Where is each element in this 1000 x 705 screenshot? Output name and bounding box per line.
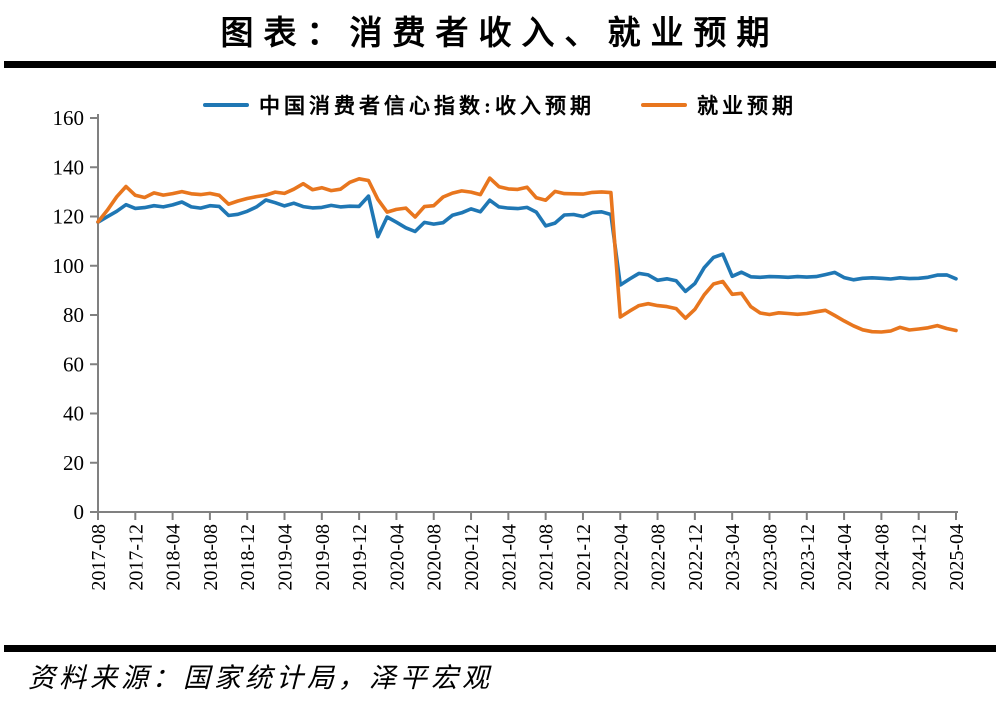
y-tick-label: 0	[74, 500, 85, 524]
x-tick-label: 2019-12	[349, 524, 371, 591]
y-tick-label: 120	[53, 205, 85, 229]
x-tick-label: 2022-08	[648, 524, 670, 591]
employment-line-swatch-icon	[641, 103, 687, 107]
y-tick-label: 80	[63, 303, 84, 327]
x-tick-label: 2021-08	[536, 524, 558, 591]
legend-label-income: 中国消费者信心指数:收入预期	[259, 94, 595, 118]
x-tick-label: 2017-12	[125, 524, 147, 591]
x-tick-label: 2021-12	[573, 524, 595, 591]
income-line-swatch-icon	[203, 103, 249, 107]
line-chart: 0 20 40 60 80 100 120 140 160 2017-08 2017-12 2018-…	[53, 106, 969, 591]
x-tick-label: 2018-04	[163, 524, 185, 591]
x-tick-label: 2018-08	[200, 524, 222, 591]
axes	[90, 114, 958, 520]
series-line-income	[96, 194, 958, 294]
x-tick-label: 2023-04	[722, 524, 744, 591]
bottom-rule	[4, 645, 996, 652]
x-tick-label: 2020-04	[386, 524, 408, 591]
y-tick-label: 20	[63, 451, 84, 475]
x-tick-label: 2020-12	[461, 524, 483, 591]
x-tick-label: 2020-08	[424, 524, 446, 591]
x-tick-label: 2017-08	[88, 524, 110, 591]
top-rule	[4, 61, 996, 68]
x-tick-label: 2021-04	[498, 524, 520, 591]
legend-label-employment: 就业预期	[697, 94, 797, 118]
x-tick-label: 2019-08	[312, 524, 334, 591]
y-tick-label: 160	[53, 106, 85, 130]
source-note: 资料来源：国家统计局，泽平宏观	[28, 663, 493, 693]
y-tick-label: 60	[63, 352, 84, 376]
x-tick-label: 2022-04	[610, 524, 632, 591]
x-tick-label: 2024-12	[909, 524, 931, 591]
x-tick-label: 2018-12	[237, 524, 259, 591]
y-tick-label: 140	[53, 155, 85, 179]
chart-legend: 中国消费者信心指数:收入预期 就业预期	[0, 90, 1000, 120]
x-tick-label: 2019-04	[275, 524, 297, 591]
x-tick-label: 2025-04	[946, 524, 968, 591]
y-tick-label: 100	[53, 254, 85, 278]
x-tick-label: 2022-12	[685, 524, 707, 591]
x-tick-label: 2024-08	[871, 524, 893, 591]
x-tick-label: 2023-12	[797, 524, 819, 591]
x-tick-label: 2023-08	[759, 524, 781, 591]
y-tick-labels: 0 20 40 60 80 100 120 140 160	[53, 106, 85, 524]
x-tick-label: 2024-04	[834, 524, 856, 591]
y-tick-label: 40	[63, 402, 84, 426]
legend-item-income: 中国消费者信心指数:收入预期	[203, 90, 595, 120]
x-tick-labels: 2017-08 2017-12 2018-04 2018-08 2018-12 2019-…	[88, 524, 968, 591]
page-title: 图表：消费者收入、就业预期	[220, 16, 780, 52]
legend-item-employment: 就业预期	[641, 90, 797, 120]
series-line-employment	[96, 176, 958, 334]
